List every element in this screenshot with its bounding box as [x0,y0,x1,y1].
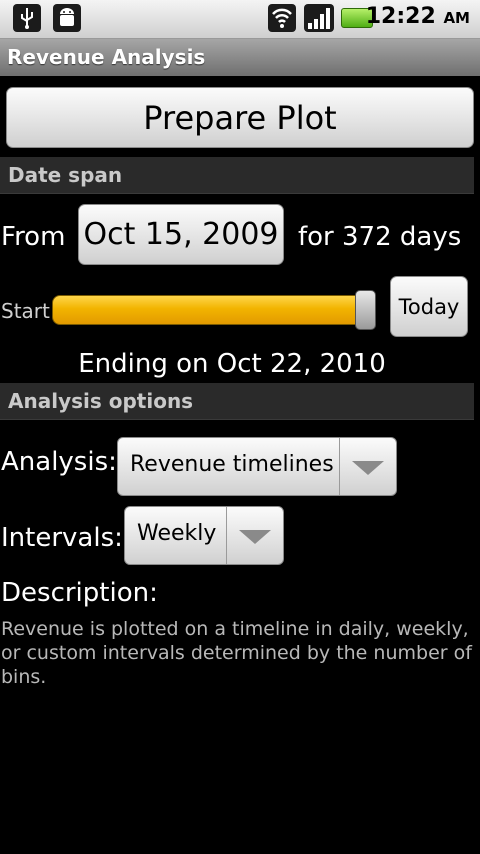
ending-text: Ending on Oct 22, 2010 [78,349,386,379]
intervals-spinner-divider [226,507,227,564]
battery-icon [341,8,373,28]
android-debug-icon [53,4,81,32]
description-text: Revenue is plotted on a timeline in dail… [1,618,472,688]
duration-text: for 372 days [298,222,462,252]
today-label: Today [398,295,460,319]
clock-time: 12:22 [365,4,436,29]
date-slider-thumb[interactable] [355,290,376,330]
prepare-plot-label: Prepare Plot [143,99,337,137]
app-title: Revenue Analysis [7,45,206,69]
clock-ampm: AM [443,9,470,27]
clock: 12:22 AM [366,4,470,29]
prepare-plot-button[interactable]: Prepare Plot [6,87,474,148]
from-date-button[interactable]: Oct 15, 2009 [78,204,284,265]
from-date-value: Oct 15, 2009 [83,217,279,252]
intervals-label: Intervals: [1,523,123,553]
analysis-spinner-value: Revenue timelines [130,452,334,477]
section-header-date-span: Date span [0,157,474,194]
signal-icon [304,4,334,32]
date-slider-track[interactable] [52,295,374,325]
usb-icon [13,4,41,32]
analysis-spinner-divider [339,438,340,495]
section-header-analysis-options: Analysis options [0,383,474,420]
status-bar: 12:22 AM [0,0,480,39]
analysis-options-header: Analysis options [8,389,194,413]
intervals-spinner[interactable]: Weekly [124,506,284,565]
analysis-label: Analysis: [1,447,117,477]
chevron-down-icon [239,530,271,544]
today-button[interactable]: Today [390,276,468,337]
description-label: Description: [1,578,158,608]
date-span-header: Date span [8,163,123,187]
chevron-down-icon [352,461,384,475]
start-label: Start [1,299,50,323]
title-bar: Revenue Analysis [0,39,480,76]
analysis-spinner[interactable]: Revenue timelines [117,437,397,496]
intervals-spinner-value: Weekly [137,521,217,546]
from-label: From [1,222,66,252]
wifi-icon [268,4,296,32]
